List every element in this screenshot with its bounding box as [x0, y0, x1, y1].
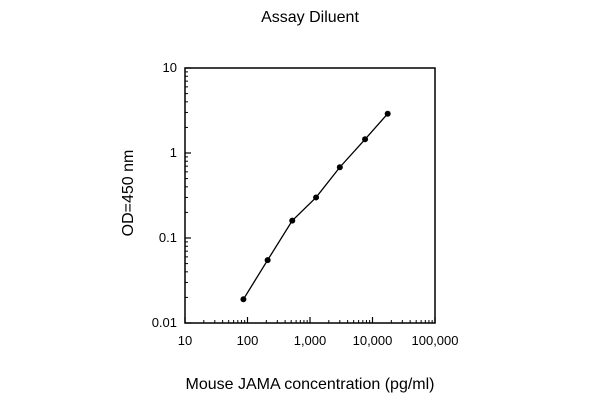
data-point [240, 296, 247, 303]
tick-group [184, 67, 436, 324]
series-group [240, 110, 391, 303]
x-tick-label: 10 [178, 333, 192, 348]
data-point [313, 194, 320, 201]
data-point [264, 257, 271, 264]
x-tick-label: 100 [237, 333, 259, 348]
x-tick-label: 10,000 [353, 333, 393, 348]
y-axis-label: OD=450 nm [120, 150, 137, 237]
plot-frame [184, 67, 436, 324]
data-point [362, 136, 369, 143]
x-axis-label: Mouse JAMA concentration (pg/ml) [186, 376, 435, 393]
data-point [336, 164, 343, 171]
data-point [289, 217, 296, 224]
y-tick-label: 0.1 [159, 230, 177, 245]
tick-label-group: 10 100 1,000 10,000 100,000 0.01 0.1 1 10 [152, 60, 459, 348]
y-tick-label: 1 [170, 145, 177, 160]
y-tick-label: 0.01 [152, 315, 177, 330]
x-tick-label: 100,000 [412, 333, 459, 348]
y-tick-label: 10 [163, 60, 177, 75]
chart-title: Assay Diluent [261, 9, 359, 26]
x-tick-label: 1,000 [294, 333, 327, 348]
data-point [384, 110, 391, 117]
